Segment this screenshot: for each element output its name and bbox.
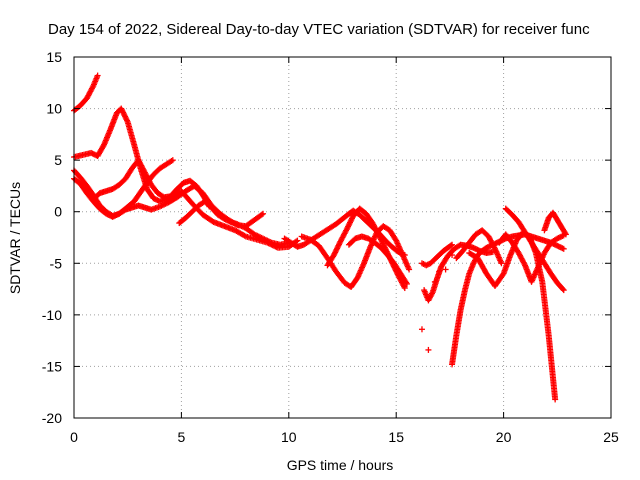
data-point (560, 245, 567, 252)
data-point (449, 241, 456, 248)
x-tick-label: 20 (496, 429, 512, 445)
data-point (241, 232, 248, 239)
data-point (420, 260, 427, 267)
x-tick-label: 25 (603, 429, 619, 445)
data-point (401, 285, 408, 292)
data-point (94, 72, 101, 79)
data-point (169, 157, 176, 164)
data-point (100, 142, 107, 149)
y-tick-label: 0 (54, 204, 62, 220)
x-tick-label: 15 (388, 429, 404, 445)
data-point (562, 231, 569, 238)
y-tick-label: 10 (46, 101, 62, 117)
data-point (294, 237, 301, 244)
y-tick-label: -15 (42, 358, 62, 374)
y-tick-label: -20 (42, 410, 62, 426)
data-point (559, 286, 566, 293)
data-point (406, 266, 413, 273)
data-point (425, 346, 432, 353)
data-point (403, 280, 410, 287)
data-points (71, 72, 569, 403)
data-point (442, 266, 449, 273)
data-point (447, 242, 454, 249)
data-point (562, 230, 569, 237)
x-tick-label: 10 (281, 429, 297, 445)
y-tick-label: -5 (50, 255, 63, 271)
data-point (436, 268, 443, 275)
data-point (449, 252, 456, 259)
x-axis-title: GPS time / hours (287, 457, 394, 473)
data-point (258, 211, 265, 218)
data-point (431, 278, 438, 285)
y-axis-title: SDTVAR / TECUs (7, 182, 23, 294)
data-point (168, 157, 175, 164)
data-point (403, 279, 410, 286)
x-tick-label: 5 (178, 429, 186, 445)
data-point (552, 396, 559, 403)
plot-frame (73, 56, 612, 419)
y-tick-label: 15 (46, 49, 62, 65)
data-point (260, 210, 267, 217)
y-tick-label: 5 (54, 152, 62, 168)
x-tick-label: 0 (70, 429, 78, 445)
chart-title: Day 154 of 2022, Sidereal Day-to-day VTE… (48, 21, 590, 38)
grid-lines (74, 57, 611, 418)
axis-ticks: 0 5 10 15 20 25 -20 -15 -10 -5 0 5 10 15 (42, 49, 619, 445)
data-point (498, 260, 505, 267)
data-point (560, 287, 567, 294)
data-point (418, 326, 425, 333)
y-tick-label: -10 (42, 307, 62, 323)
